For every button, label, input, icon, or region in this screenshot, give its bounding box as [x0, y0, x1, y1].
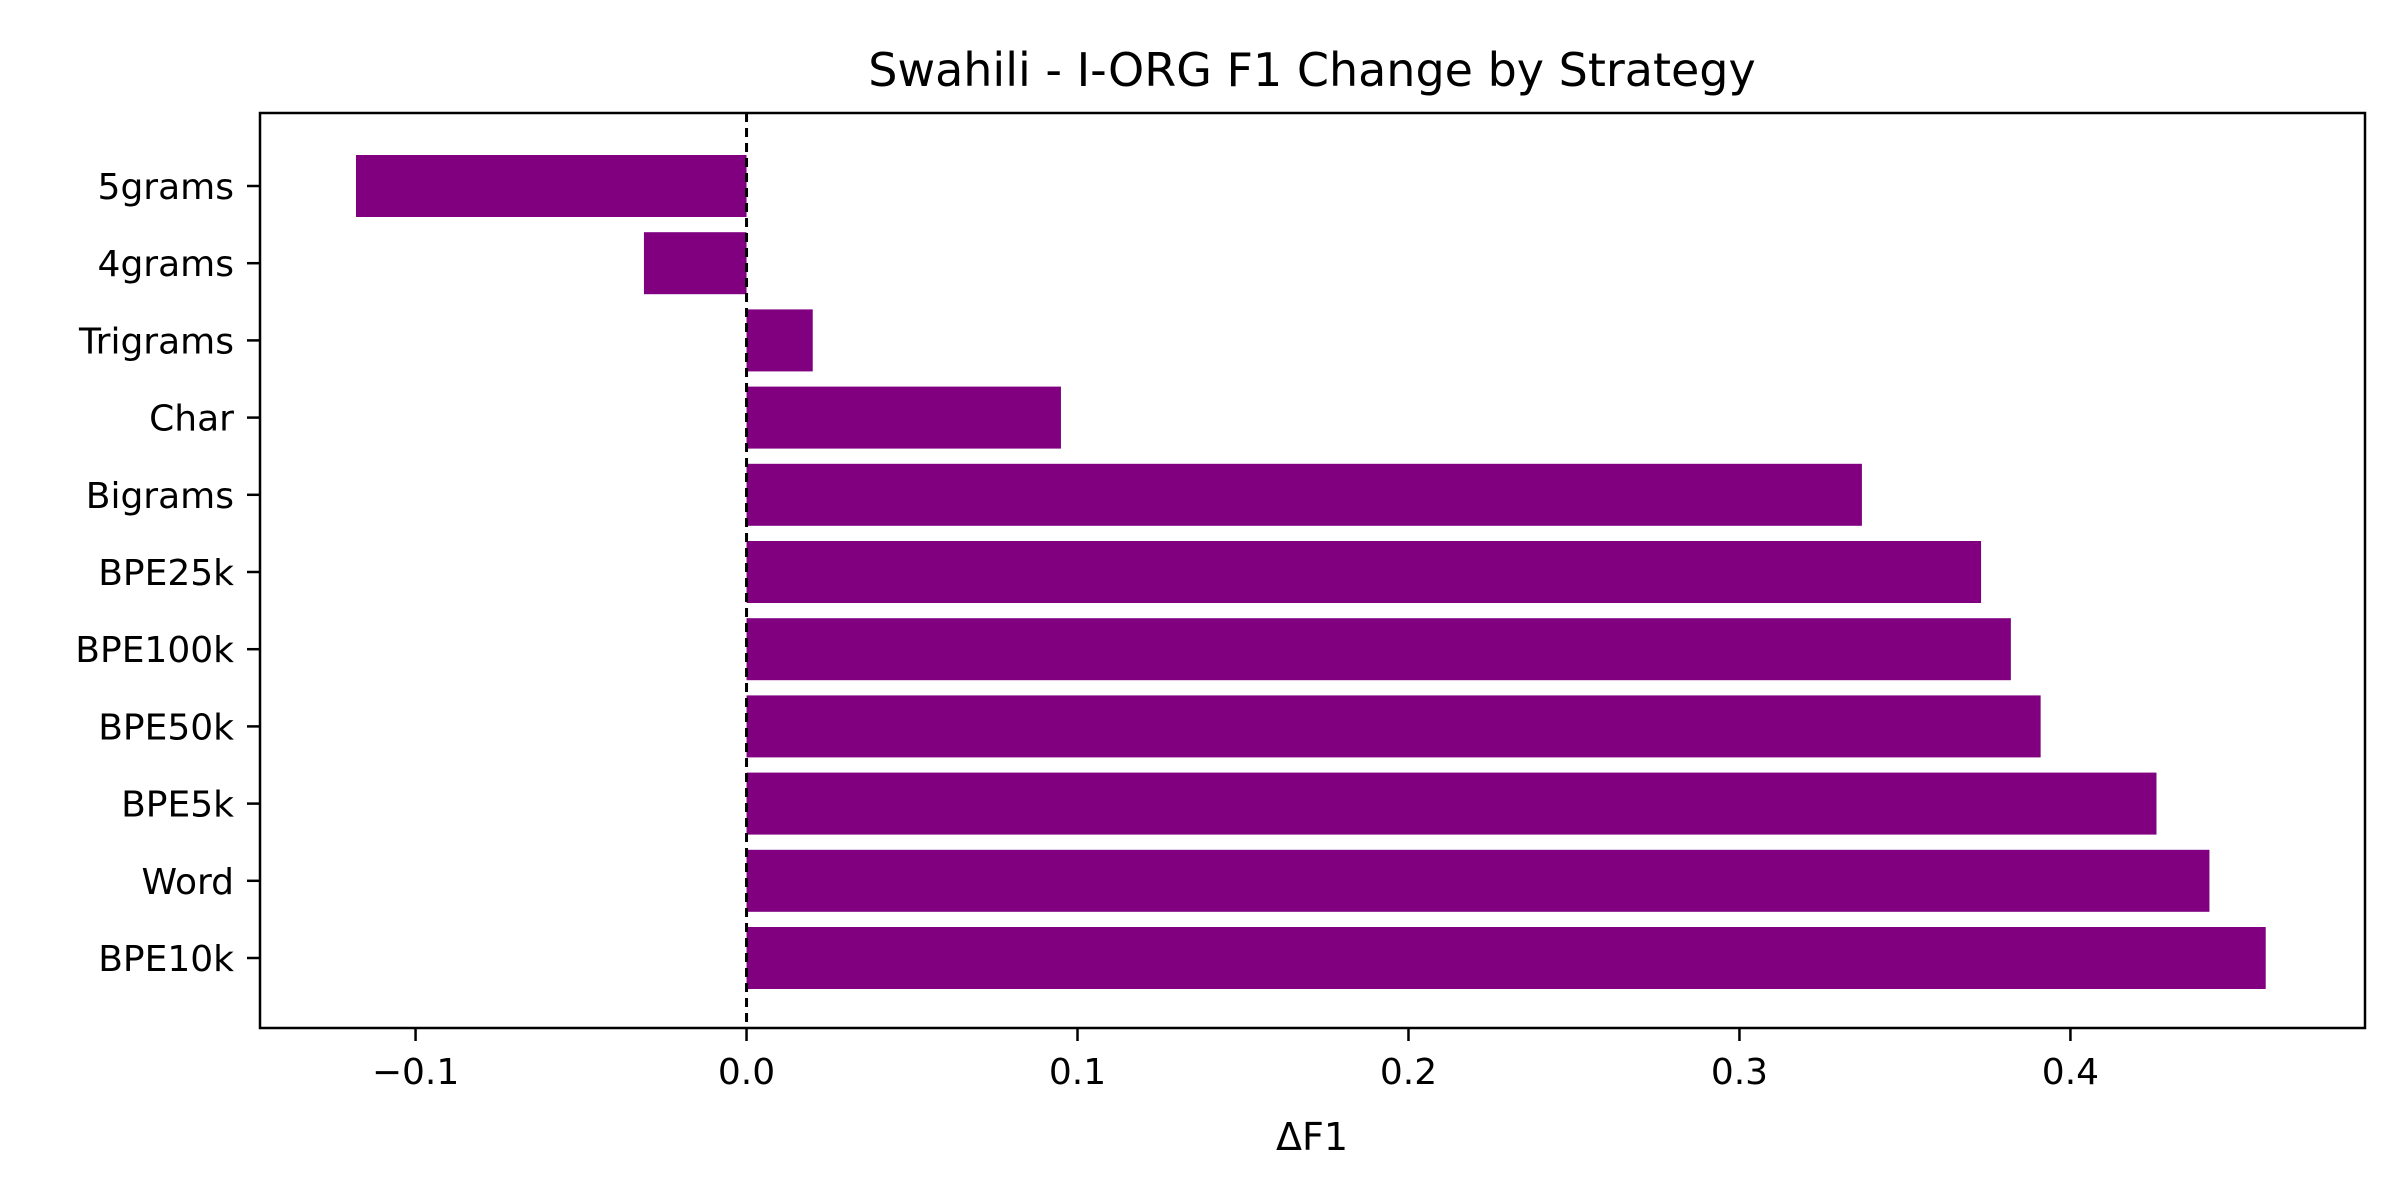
bar-bpe50k — [746, 695, 2041, 758]
bar-char — [746, 386, 1061, 449]
y-tick-label: Trigrams — [78, 321, 234, 362]
x-axis-label: ΔF1 — [1276, 1115, 1348, 1159]
bars-group — [355, 155, 2266, 989]
x-tick-label: 0.0 — [718, 1052, 775, 1093]
y-tick-label: Char — [149, 399, 234, 440]
y-tick-label: BPE5k — [121, 785, 234, 826]
x-tick-label: 0.3 — [1711, 1052, 1768, 1093]
y-tick-label: Word — [141, 862, 234, 903]
x-tick-label: 0.4 — [2042, 1052, 2099, 1093]
x-tick-label: −0.1 — [372, 1052, 459, 1093]
bar-bpe100k — [746, 618, 2011, 681]
y-tick-label: BPE100k — [75, 630, 234, 671]
bar-5grams — [355, 155, 747, 217]
bar-bigrams — [746, 463, 1862, 526]
x-tick-label: 0.1 — [1049, 1052, 1106, 1093]
bar-bpe25k — [746, 541, 1982, 603]
y-tick-label: 4grams — [98, 244, 234, 285]
bar-4grams — [643, 232, 747, 295]
y-tick-label: 5grams — [98, 167, 234, 208]
y-axis-ticks: BPE10k Word BPE5k BPE50k BPE100k BPE25k Bigram… — [75, 167, 260, 980]
y-tick-label: BPE10k — [98, 939, 234, 980]
x-axis-ticks: −0.1 0.0 0.1 0.2 0.3 0.4 — [372, 1028, 2099, 1093]
chart-title: Swahili - I-ORG F1 Change by Strategy — [868, 43, 1755, 97]
bar-bpe5k — [746, 772, 2157, 835]
y-tick-label: BPE50k — [98, 707, 234, 748]
bar-bpe10k — [746, 927, 2266, 989]
y-tick-label: Bigrams — [86, 476, 234, 517]
x-tick-label: 0.2 — [1380, 1052, 1437, 1093]
bar-trigrams — [746, 309, 813, 372]
bar-word — [746, 849, 2210, 912]
y-tick-label: BPE25k — [98, 553, 234, 594]
plot-frame — [258, 111, 2367, 1030]
